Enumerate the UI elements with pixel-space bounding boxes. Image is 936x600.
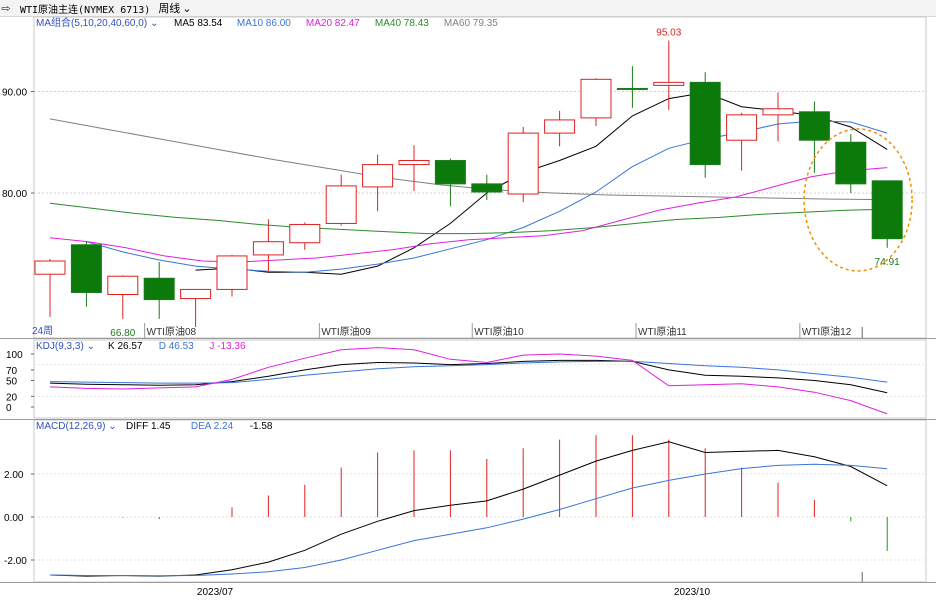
ma-line-ma20 (49, 167, 888, 263)
macd-legend-item: DEA 2.24 (191, 421, 234, 432)
candle-body (180, 288, 212, 300)
ma-line-ma60 (49, 118, 888, 201)
kdj-y-tick-label: 0 (6, 403, 12, 414)
kdj-line-j (49, 347, 888, 415)
candle-body (798, 111, 830, 141)
candle-body (289, 223, 321, 244)
candle-body (689, 81, 721, 166)
kdj-legend-item: K 26.57 (108, 341, 143, 352)
macd-y-tick-label: 2.00 (4, 470, 24, 481)
candle-body (216, 255, 248, 290)
candle-body (762, 108, 794, 116)
kdj-line-d (49, 360, 888, 384)
ma-legend-item: MA5 83.54 (174, 18, 223, 29)
candle-body (70, 244, 102, 293)
candle-body (252, 241, 284, 256)
instrument-title: WTI原油主连(NYMEX 6713) (20, 4, 151, 16)
month-marker-label: WTI原油09 (321, 325, 371, 338)
candle-body (544, 119, 576, 134)
macd-line-diff (49, 441, 888, 577)
expand-icon[interactable]: ⇨ (1, 2, 11, 15)
candle-body (580, 78, 612, 119)
y-tick-label: 80.00 (2, 189, 27, 200)
month-marker-label: WTI原油12 (802, 325, 852, 338)
macd-legend-item: DIFF 1.45 (126, 421, 171, 432)
candle-body (507, 132, 539, 195)
candle-body (325, 185, 357, 224)
kdj-group-legend: KDJ(9,3,3) ⌄ (36, 341, 95, 352)
kdj-y-tick-label: 100 (6, 350, 23, 361)
date-label: 2023/07 (197, 587, 234, 598)
candle-body (398, 160, 430, 166)
kdj-y-tick-label: 20 (6, 392, 18, 403)
highlight-ellipse (803, 128, 913, 272)
ma-line-ma5 (195, 91, 888, 275)
kdj-legend-item: D 46.53 (159, 341, 194, 352)
candle-body (362, 164, 394, 188)
kdj-legend-item: J -13.36 (209, 341, 246, 352)
month-marker-label: WTI原油11 (638, 325, 687, 338)
kdj-panel-frame (33, 339, 927, 419)
high-price-label: 95.03 (656, 27, 681, 38)
macd-y-tick-label: 0.00 (4, 513, 24, 524)
candle-body (143, 277, 175, 301)
macd-panel-frame (33, 419, 927, 583)
month-marker-label: WTI原油08 (147, 325, 197, 338)
ma-legend-item: MA10 86.00 (237, 18, 291, 29)
ma-line-ma40 (49, 202, 888, 235)
candle-body (871, 180, 903, 240)
kdj-line-k (49, 359, 888, 394)
month-marker-label: WTI原油10 (474, 325, 524, 338)
kdj-y-tick-label: 50 (6, 377, 18, 388)
ma-legend-item: MA60 79.35 (444, 18, 498, 29)
ma-legend-item: MA20 82.47 (306, 18, 360, 29)
macd-line-dea (49, 463, 888, 577)
week-count-label: 24周 (32, 325, 53, 337)
candle-body (434, 160, 466, 185)
ma-legend-item: MA40 78.43 (375, 18, 429, 29)
macd-legend-item: -1.58 (250, 421, 273, 432)
candle-body (726, 114, 758, 141)
candle-body (653, 81, 685, 86)
candle-body (616, 87, 648, 90)
candle-body (835, 141, 867, 185)
date-label: 2023/10 (674, 587, 711, 598)
low-price-label: 66.80 (110, 328, 135, 339)
chevron-down-icon: ⌄ (182, 2, 192, 15)
candle-body (471, 183, 503, 193)
period-label: 周线 (158, 3, 181, 15)
ma-group-legend: MA组合(5,10,20,40,60,0) ⌄ (36, 16, 158, 29)
candle-body (34, 260, 66, 275)
macd-group-legend: MACD(12,26,9) ⌄ (36, 421, 117, 432)
kdj-y-tick-label: 70 (6, 366, 18, 377)
last-price-label: 74.91 (875, 257, 900, 268)
candle-body (107, 275, 139, 296)
macd-y-tick-label: -2.00 (4, 556, 27, 567)
period-selector[interactable]: 周线 ⌄ (158, 0, 191, 16)
y-tick-label: 90.00 (2, 88, 27, 99)
